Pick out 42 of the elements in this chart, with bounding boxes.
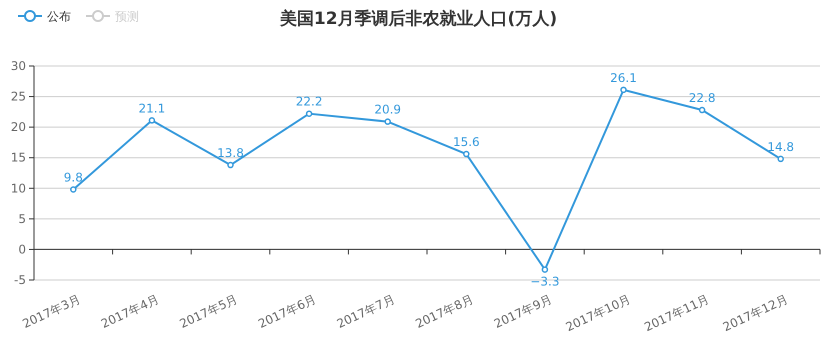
point [542,266,548,273]
legend-label: 公布 [47,10,71,24]
x-tick-label: 2017年8月 [413,292,476,331]
x-tick-label: 2017年6月 [256,292,318,331]
point [620,86,627,94]
y-tick-label: -5 [14,273,26,287]
data-label: 26.1 [610,70,637,85]
x-tick-label: 2017年4月 [98,292,162,331]
data-label: 9.8 [64,170,83,185]
data-label: 13.8 [217,146,244,160]
x-tick-label: 2017年11月 [642,292,712,334]
x-tick-label: 2017年7月 [334,292,397,331]
data-label: −3.3 [530,274,560,289]
data-label: 20.9 [374,102,402,117]
point [384,118,391,125]
y-tick-label: 20 [10,120,26,134]
公布: 9.8 21.1 13.8 22.2 20.9 15.6 −3.3 26.1 22.8 14.8 [64,70,794,289]
x-tick-label: 2017年3月 [20,292,83,331]
point [777,156,784,162]
data-label: 15.6 [452,135,480,150]
x-tick-label: 2017年5月 [177,292,240,331]
y-tick-label: 5 [18,212,26,226]
data-label: 14.8 [767,140,794,154]
x-tick-label: 2017年9月 [492,292,554,331]
chart-title: 美国12月季调后非农就业人口(万人) [278,9,558,29]
x-tick-label: 2017年10月 [564,292,633,334]
x-tick-label: 2017年12月 [720,292,790,334]
data-label: 22.8 [688,91,716,106]
point [227,162,234,168]
point [306,110,312,117]
y-tick-label: 10 [10,181,26,196]
legend-公布: 公布 [18,10,71,24]
point [70,186,77,193]
y-tick-label: 15 [10,150,26,165]
point [698,106,706,114]
data-label: 21.1 [138,101,166,116]
y-tick-label: 0 [18,242,26,256]
data-label: 22.2 [296,94,322,109]
point [148,117,156,124]
y-tick-label: 25 [10,90,26,104]
point [463,150,470,158]
y-tick-label: 30 [10,59,26,73]
